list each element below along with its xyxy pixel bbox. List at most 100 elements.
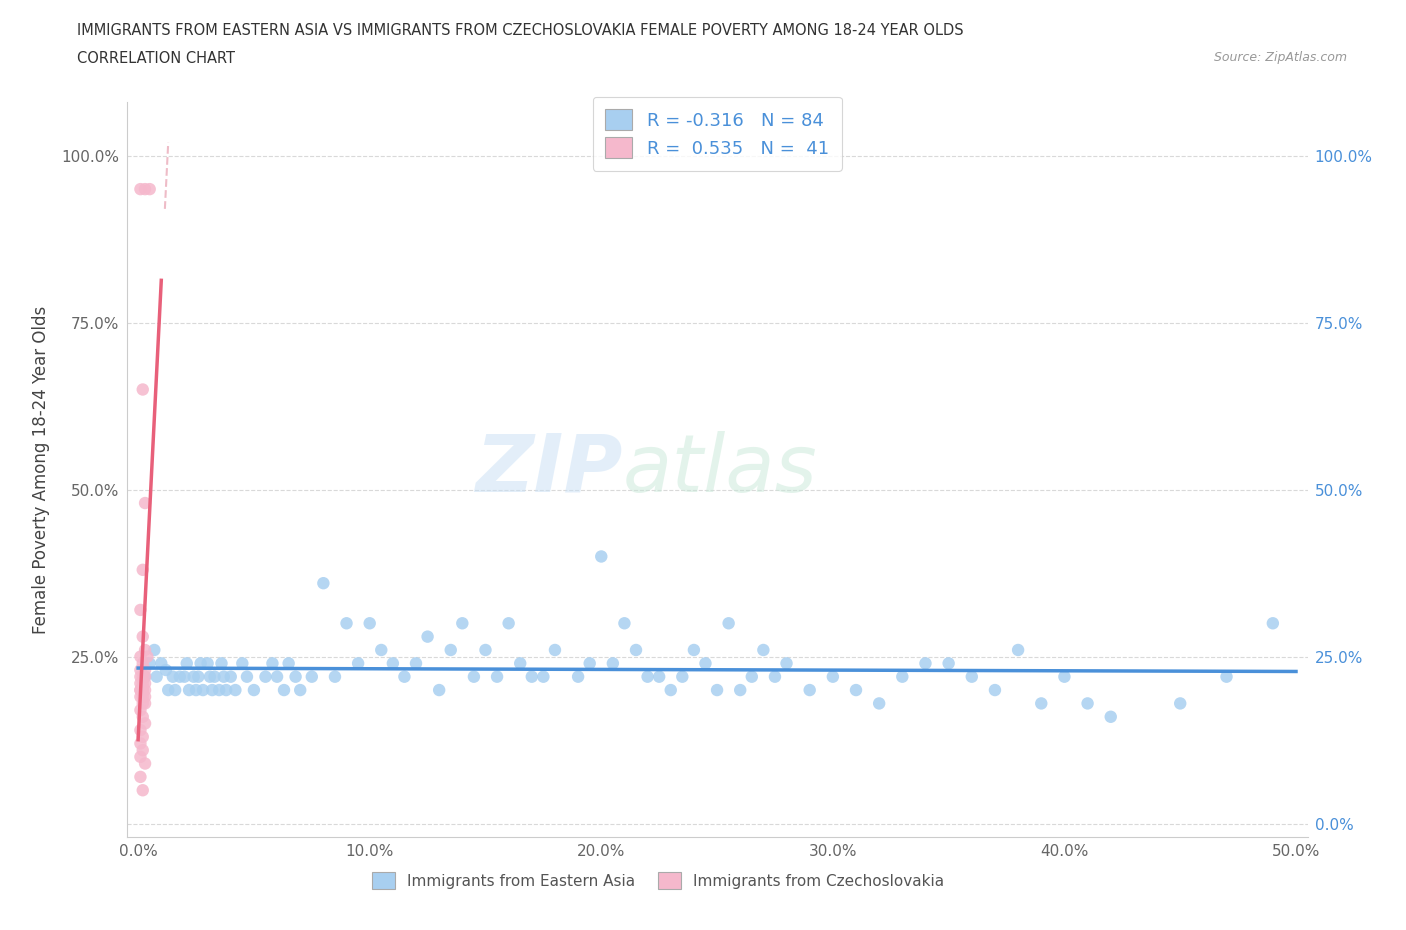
Point [129, 723, 152, 737]
Point [938, 656, 960, 671]
Point [799, 683, 821, 698]
Point [132, 729, 155, 744]
Point [254, 670, 277, 684]
Point [416, 630, 439, 644]
Point [157, 683, 180, 698]
Point [134, 756, 156, 771]
Point [1077, 696, 1099, 711]
Point [845, 683, 868, 698]
Point [290, 683, 312, 698]
Point [821, 670, 844, 684]
Point [134, 662, 156, 677]
Point [243, 683, 266, 698]
Point [591, 549, 613, 564]
Point [1215, 670, 1237, 684]
Point [198, 670, 221, 684]
Point [752, 643, 775, 658]
Point [1007, 643, 1029, 658]
Point [201, 683, 224, 698]
Point [695, 656, 717, 671]
Point [183, 670, 205, 684]
Point [129, 703, 152, 718]
Point [323, 670, 346, 684]
Point [486, 670, 509, 684]
Point [129, 689, 152, 704]
Point [1053, 670, 1076, 684]
Point [132, 563, 155, 578]
Point [155, 662, 177, 677]
Point [335, 616, 357, 631]
Point [474, 643, 496, 658]
Point [212, 670, 235, 684]
Point [169, 670, 191, 684]
Point [129, 662, 152, 677]
Point [266, 670, 288, 684]
Point [134, 643, 156, 658]
Point [134, 676, 156, 691]
Point [132, 683, 155, 698]
Legend: Immigrants from Eastern Asia, Immigrants from Czechoslovakia: Immigrants from Eastern Asia, Immigrants… [366, 866, 950, 896]
Point [312, 576, 335, 591]
Point [509, 656, 531, 671]
Point [177, 683, 200, 698]
Point [531, 670, 554, 684]
Point [763, 670, 786, 684]
Text: Source: ZipAtlas.com: Source: ZipAtlas.com [1213, 51, 1347, 64]
Point [728, 683, 751, 698]
Point [208, 683, 231, 698]
Point [129, 181, 152, 196]
Point [359, 616, 381, 631]
Point [891, 670, 914, 684]
Text: ZIP: ZIP [475, 431, 623, 509]
Point [134, 716, 156, 731]
Point [613, 616, 636, 631]
Point [134, 689, 156, 704]
Point [273, 683, 295, 698]
Point [1031, 696, 1053, 711]
Point [132, 670, 155, 684]
Point [138, 181, 160, 196]
Point [706, 683, 728, 698]
Point [132, 696, 155, 711]
Point [960, 670, 983, 684]
Point [165, 683, 187, 698]
Point [134, 670, 156, 684]
Point [544, 643, 567, 658]
Point [277, 656, 299, 671]
Point [134, 683, 156, 698]
Point [520, 670, 543, 684]
Text: CORRELATION CHART: CORRELATION CHART [77, 51, 235, 66]
Point [187, 670, 209, 684]
Text: atlas: atlas [623, 431, 817, 509]
Point [132, 743, 155, 758]
Point [129, 676, 152, 691]
Point [211, 656, 233, 671]
Point [370, 643, 392, 658]
Point [143, 643, 166, 658]
Point [440, 643, 463, 658]
Point [129, 603, 152, 618]
Text: IMMIGRANTS FROM EASTERN ASIA VS IMMIGRANTS FROM CZECHOSLOVAKIA FEMALE POVERTY AM: IMMIGRANTS FROM EASTERN ASIA VS IMMIGRAN… [77, 23, 965, 38]
Point [451, 616, 474, 631]
Point [129, 750, 152, 764]
Point [381, 656, 404, 671]
Point [427, 683, 450, 698]
Point [134, 670, 156, 684]
Point [129, 683, 152, 698]
Point [132, 683, 155, 698]
Point [129, 683, 152, 698]
Point [262, 656, 284, 671]
Point [204, 670, 226, 684]
Point [134, 496, 156, 511]
Point [1261, 616, 1284, 631]
Point [683, 643, 706, 658]
Point [236, 670, 259, 684]
Point [129, 736, 152, 751]
Point [775, 656, 797, 671]
Point [134, 181, 156, 196]
Point [136, 649, 159, 664]
Point [868, 696, 890, 711]
Point [132, 630, 155, 644]
Point [129, 649, 152, 664]
Point [624, 643, 647, 658]
